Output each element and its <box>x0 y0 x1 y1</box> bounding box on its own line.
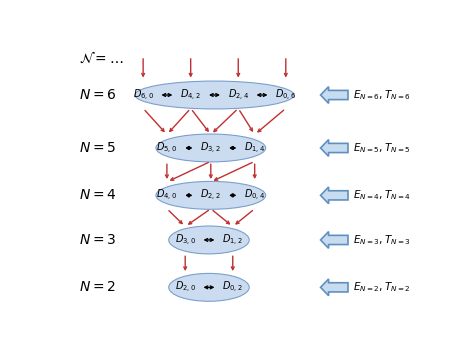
Text: $D_{4,0}$: $D_{4,0}$ <box>156 188 177 203</box>
Text: $E_{N=6}, T_{N=6}$: $E_{N=6}, T_{N=6}$ <box>354 88 412 102</box>
Text: $D_{1,4}$: $D_{1,4}$ <box>244 140 265 156</box>
Text: $D_{2,2}$: $D_{2,2}$ <box>200 188 221 203</box>
Text: $D_{2,4}$: $D_{2,4}$ <box>228 88 249 102</box>
Ellipse shape <box>156 134 266 162</box>
Text: $D_{5,0}$: $D_{5,0}$ <box>156 140 177 156</box>
Ellipse shape <box>156 181 266 209</box>
Text: $\mathit{N}=6$: $\mathit{N}=6$ <box>79 88 117 102</box>
Text: $\mathit{N}=4$: $\mathit{N}=4$ <box>79 188 117 202</box>
Text: $E_{N=3}, T_{N=3}$: $E_{N=3}, T_{N=3}$ <box>354 233 412 247</box>
Polygon shape <box>320 279 348 296</box>
Ellipse shape <box>135 81 294 109</box>
Text: $\mathit{N}=5$: $\mathit{N}=5$ <box>79 141 116 155</box>
Text: $E_{N=5}, T_{N=5}$: $E_{N=5}, T_{N=5}$ <box>354 141 411 155</box>
Text: $\mathit{N}=2$: $\mathit{N}=2$ <box>79 280 116 294</box>
Polygon shape <box>320 140 348 156</box>
Ellipse shape <box>169 226 249 254</box>
Text: $\mathit{N}=3$: $\mathit{N}=3$ <box>79 233 116 247</box>
Text: $E_{N=2}, T_{N=2}$: $E_{N=2}, T_{N=2}$ <box>354 281 411 294</box>
Text: $E_{N=4}, T_{N=4}$: $E_{N=4}, T_{N=4}$ <box>354 189 412 202</box>
Text: $D_{0,6}$: $D_{0,6}$ <box>275 88 296 102</box>
Ellipse shape <box>169 273 249 301</box>
Text: $D_{2,0}$: $D_{2,0}$ <box>175 280 196 295</box>
Text: $D_{3,0}$: $D_{3,0}$ <box>175 232 196 248</box>
Text: $D_{3,2}$: $D_{3,2}$ <box>200 140 221 156</box>
Polygon shape <box>320 187 348 204</box>
Text: $D_{0,2}$: $D_{0,2}$ <box>222 280 243 295</box>
Polygon shape <box>320 232 348 248</box>
Text: $D_{0,4}$: $D_{0,4}$ <box>244 188 265 203</box>
Polygon shape <box>320 87 348 104</box>
Text: $\mathcal{N}=\ldots$: $\mathcal{N}=\ldots$ <box>79 50 124 66</box>
Text: $D_{6,0}$: $D_{6,0}$ <box>133 88 154 102</box>
Text: $D_{1,2}$: $D_{1,2}$ <box>222 232 243 248</box>
Text: $D_{4,2}$: $D_{4,2}$ <box>180 88 201 102</box>
